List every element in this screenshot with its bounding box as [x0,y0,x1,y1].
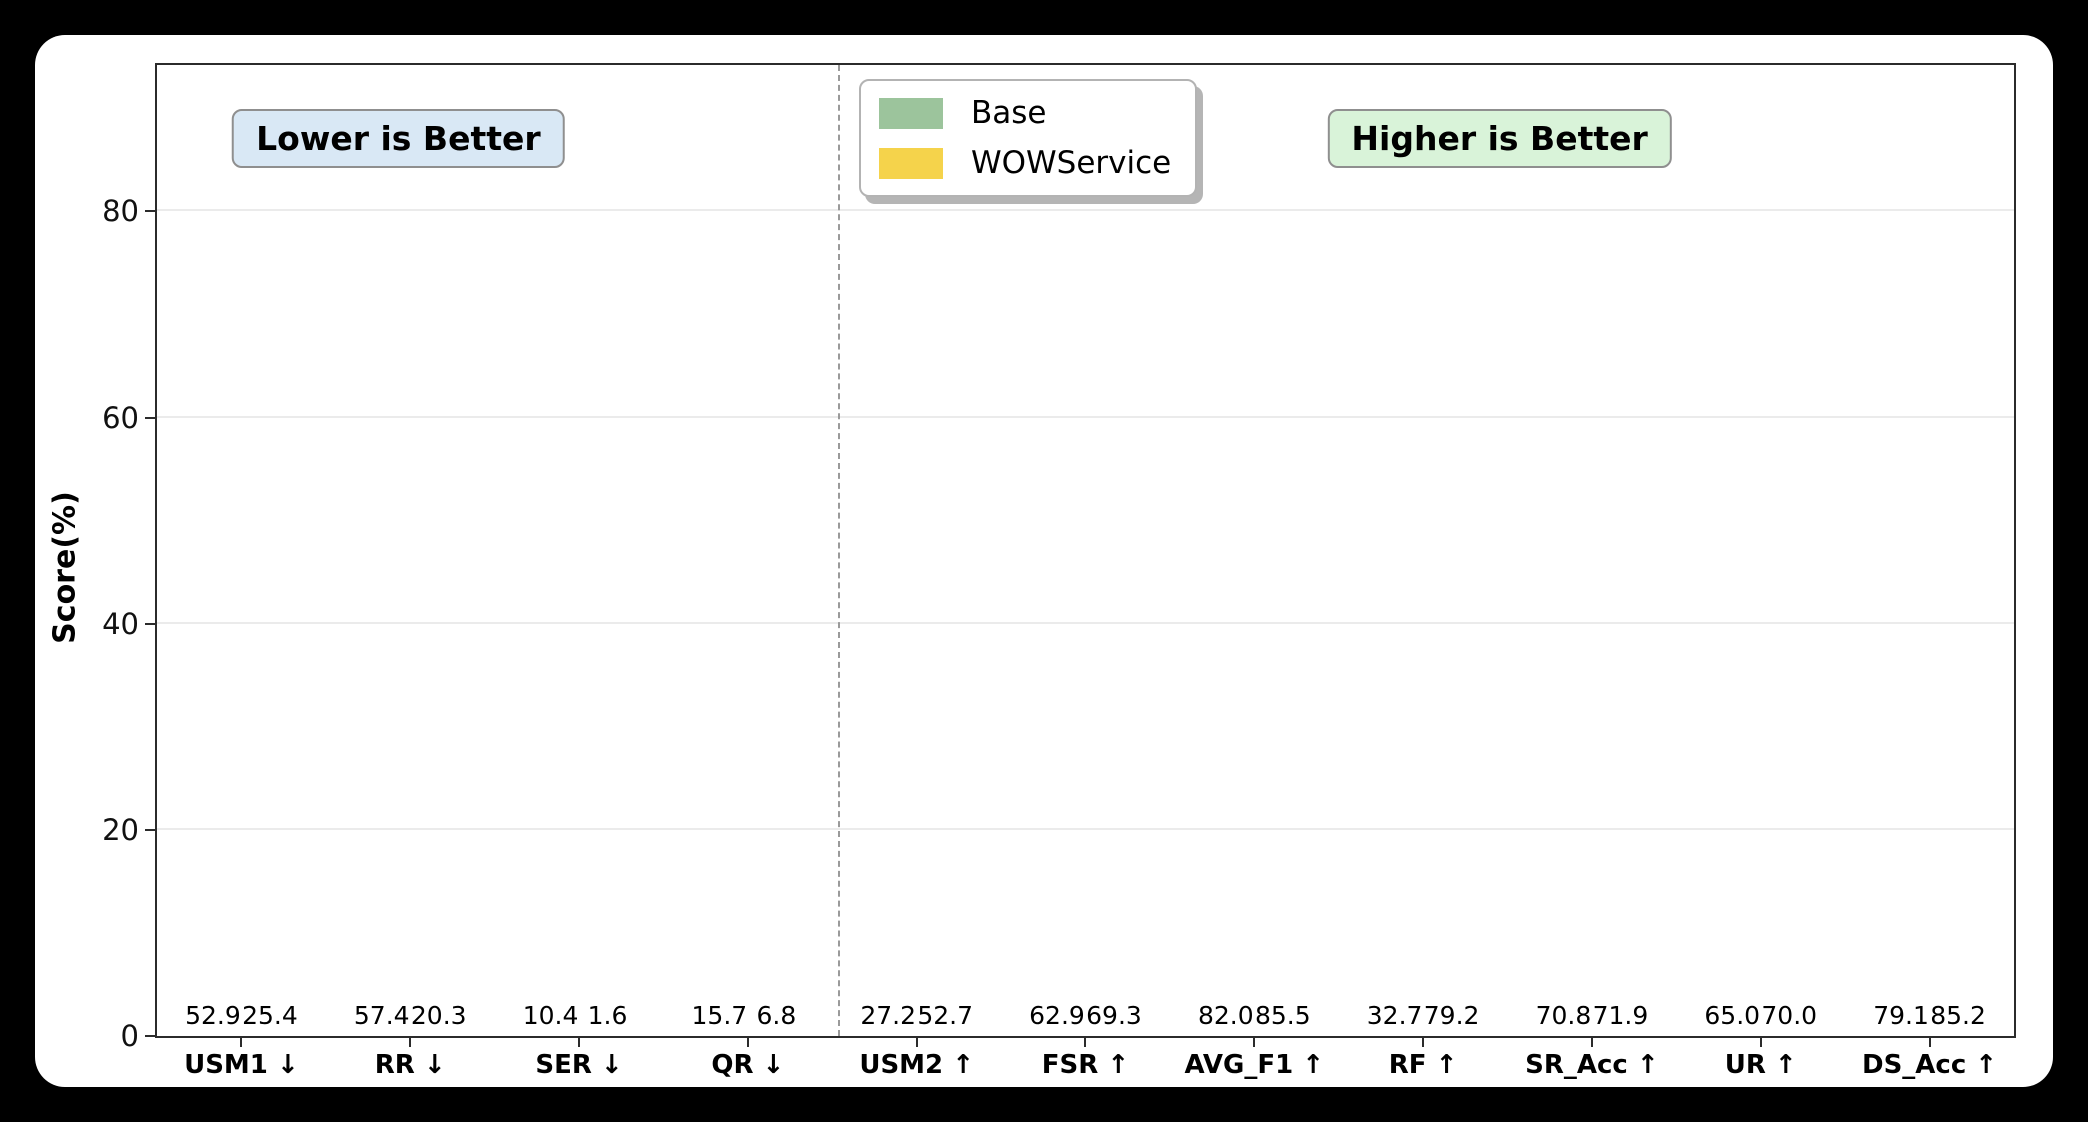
value-label: 1.6 [587,1001,628,1030]
bar-group-ser: 10.4 1.6 SER ↓ [495,65,664,1080]
bar-group-fsr: 62.9 69.3 FSR ↑ [1001,65,1170,1080]
value-label: 82.0 [1197,1001,1254,1030]
value-label: 85.2 [1930,1001,1986,1030]
x-tick-label-rf: RF ↑ [1388,1050,1458,1080]
x-tick-mark [1422,1036,1425,1047]
y-tick-mark-60 [145,416,157,419]
value-label: 6.8 [756,1001,797,1030]
x-tick-mark [240,1036,243,1047]
x-tick-mark [746,1036,749,1047]
bar-group-usm1: 52.9 25.4 USM1 ↓ [157,65,326,1080]
value-label: 52.7 [917,1001,973,1030]
y-tick-label-60: 60 [102,400,139,435]
legend: Base WOWService [858,79,1198,197]
x-tick-mark [409,1036,412,1047]
bar-group-rr: 57.4 20.3 RR ↓ [326,65,495,1080]
x-tick-mark [578,1036,581,1047]
legend-item-base: Base [878,95,1171,131]
x-tick-mark [1590,1036,1593,1047]
x-tick-mark [1084,1036,1087,1047]
x-tick-label-ser: SER ↓ [535,1050,623,1080]
value-label: 69.3 [1086,1001,1142,1030]
gridline-20 [157,827,2014,830]
value-label: 32.7 [1366,1001,1423,1030]
bar-group-sr_acc: 70.8 71.9 SR_Acc ↑ [1508,65,1677,1080]
value-label: 70.8 [1535,1001,1592,1030]
x-tick-label-qr: QR ↓ [711,1050,785,1080]
lower-is-better-badge: Lower is Better [232,109,565,168]
y-tick-label-40: 40 [102,606,139,641]
section-divider-line [837,65,840,1036]
x-tick-mark [1253,1036,1256,1047]
y-tick-mark-40 [145,622,157,625]
y-tick-mark-80 [145,210,157,213]
x-tick-label-usm2: USM2 ↑ [859,1050,974,1080]
plot-area: 0 20 40 60 80 52.9 25.4 USM1 ↓ 57.4 20.3 RR ↓ 10.4… [102,63,2016,1080]
value-label: 65.0 [1704,1001,1761,1030]
x-tick-label-ds_acc: DS_Acc ↑ [1861,1050,1998,1080]
x-tick-mark [1928,1036,1931,1047]
x-tick-label-fsr: FSR ↑ [1041,1050,1130,1080]
x-tick-label-sr_acc: SR_Acc ↑ [1525,1050,1659,1080]
y-tick-label-20: 20 [102,812,139,847]
bar-group-avg_f1: 82.0 85.5 AVG_F1 ↑ [1170,65,1339,1080]
value-label: 52.9 [185,1001,241,1030]
legend-item-wowservice: WOWService [878,145,1172,181]
gridline-60 [157,415,2014,418]
value-label: 57.4 [353,1001,410,1030]
value-label: 20.3 [410,1001,467,1030]
value-label: 71.9 [1592,1001,1649,1030]
y-tick-label-80: 80 [102,194,139,229]
y-tick-mark-0 [145,1035,157,1037]
chart-card: Score(%) 0 20 40 60 80 52.9 25.4 USM1 ↓ 57.4 20.… [35,35,2053,1087]
value-label: 15.7 [691,1001,748,1030]
value-label: 27.2 [860,1001,916,1030]
value-label: 79.2 [1423,1001,1480,1030]
legend-label-base: Base [970,95,1047,131]
value-label: 70.0 [1761,1001,1818,1030]
value-label: 10.4 [522,1001,579,1030]
x-tick-label-usm1: USM1 ↓ [184,1050,299,1080]
bar-group-usm2: 27.2 52.7 USM2 ↑ [832,65,1001,1080]
value-label: 85.5 [1254,1001,1311,1030]
gridline-40 [157,621,2014,624]
legend-label-wowservice: WOWService [970,145,1172,181]
bar-groups: 52.9 25.4 USM1 ↓ 57.4 20.3 RR ↓ 10.4 1.6 SER ↓ 15… [157,65,2014,1080]
x-tick-mark [1759,1036,1762,1047]
bar-group-rf: 32.7 79.2 RF ↑ [1339,65,1508,1080]
y-tick-label-0: 0 [120,1019,139,1053]
x-tick-label-avg_f1: AVG_F1 ↑ [1184,1050,1325,1080]
value-label: 62.9 [1029,1001,1085,1030]
gridline-80 [157,209,2014,212]
higher-is-better-badge: Higher is Better [1327,109,1672,168]
bar-group-qr: 15.7 6.8 QR ↓ [663,65,832,1080]
x-tick-label-rr: RR ↓ [374,1050,446,1080]
bar-group-ds_acc: 79.1 85.2 DS_Acc ↑ [1845,65,2014,1080]
value-label: 79.1 [1873,1001,1929,1030]
x-tick-mark [915,1036,918,1047]
wowservice-color-swatch [878,147,943,179]
y-tick-mark-20 [145,828,157,831]
x-tick-label-ur: UR ↑ [1724,1050,1797,1080]
bar-group-ur: 65.0 70.0 UR ↑ [1676,65,1845,1080]
base-color-swatch [878,97,943,129]
value-label: 25.4 [242,1001,298,1030]
